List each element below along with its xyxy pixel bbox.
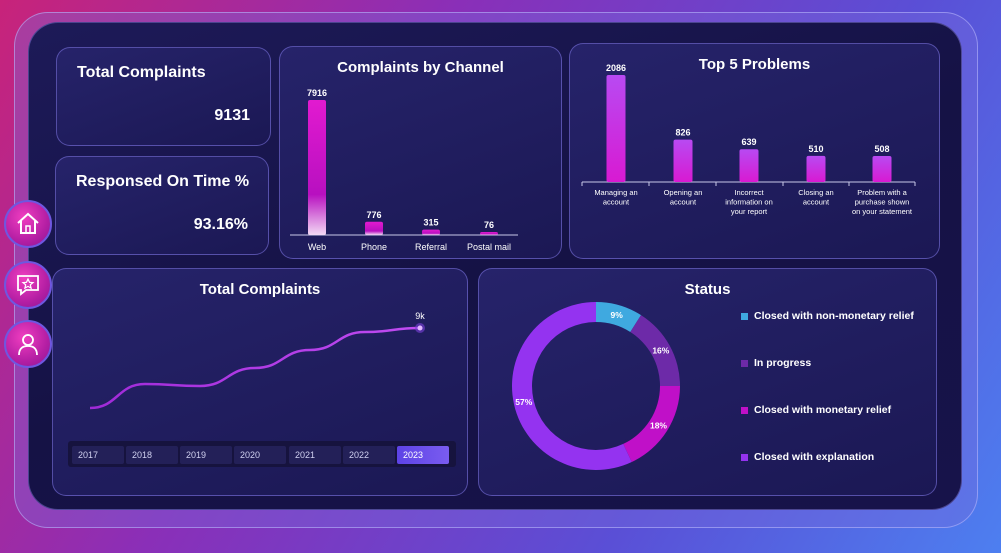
- problems-chart-title: Top 5 Problems: [698, 56, 811, 73]
- status-slice: [511, 302, 632, 470]
- kpi-total-value: 9131: [214, 107, 250, 124]
- status-legend-label: Closed with explanation: [754, 451, 875, 463]
- home-icon: [17, 212, 39, 234]
- problem-category-label: account: [803, 198, 830, 207]
- problem-category-label: information on: [725, 198, 773, 207]
- problem-data-label: 508: [874, 144, 889, 154]
- status-legend-swatch: [741, 359, 748, 367]
- problem-category-label: account: [603, 198, 630, 207]
- problem-bar: [806, 155, 826, 182]
- problem-bar: [606, 75, 626, 182]
- trend-line: [89, 326, 421, 410]
- status-legend-label: In progress: [754, 357, 812, 369]
- channel-chart-title: Complaints by Channel: [337, 59, 504, 76]
- channel-bar: [480, 232, 498, 235]
- channel-data-label: 7916: [307, 88, 327, 98]
- problem-category-label: Incorrect: [734, 188, 764, 197]
- kpi-responsed-label: Responsed On Time %: [76, 173, 250, 190]
- status-slice: [596, 302, 642, 332]
- nav-support-button[interactable]: [4, 320, 52, 368]
- problem-category-label: purchase shown: [855, 198, 910, 207]
- nav-feedback-button[interactable]: [4, 261, 52, 309]
- problem-bar: [872, 155, 892, 182]
- channel-category-label: Referral: [415, 242, 447, 252]
- status-legend-label: Closed with non-monetary relief: [754, 310, 914, 322]
- status-legend-swatch: [741, 406, 748, 414]
- status-legend-item: Closed with monetary relief: [741, 404, 891, 416]
- year-button-2020[interactable]: 2020: [234, 446, 286, 464]
- status-legend-item: Closed with explanation: [741, 451, 874, 463]
- channel-bar: [365, 221, 383, 235]
- channel-chart-card: Complaints by Channel: [279, 46, 562, 259]
- kpi-responsed-value: 93.16%: [193, 216, 248, 233]
- year-button-2023[interactable]: 2023: [397, 446, 449, 464]
- kpi-total-complaints-card: Total Complaints 9131: [56, 47, 271, 146]
- problem-data-label: 826: [675, 128, 690, 138]
- status-slice-label: 57%: [515, 397, 532, 407]
- problem-category-label: on your statement: [852, 207, 913, 216]
- problem-category-label: Opening an: [664, 188, 703, 197]
- kpi-responsed-card: Responsed On Time % 93.16%: [55, 156, 269, 255]
- channel-category-label: Phone: [361, 242, 387, 252]
- nav-home-button[interactable]: [4, 200, 52, 248]
- status-slice-label: 16%: [652, 345, 669, 355]
- status-legend-swatch: [741, 312, 748, 320]
- status-legend-swatch: [741, 453, 748, 461]
- status-slice-label: 9%: [610, 310, 623, 320]
- problem-bar: [739, 149, 759, 182]
- channel-data-label: 776: [366, 210, 381, 220]
- problem-category-label: your report: [731, 207, 768, 216]
- problem-category-label: Managing an: [594, 188, 637, 197]
- channel-bar: [422, 229, 440, 235]
- year-button-2022[interactable]: 2022: [343, 446, 395, 464]
- support-agent-icon: [18, 334, 38, 356]
- problem-data-label: 639: [741, 137, 756, 147]
- trend-last-point: [417, 325, 423, 331]
- year-button-2018[interactable]: 2018: [126, 446, 178, 464]
- problem-bar: [673, 139, 693, 182]
- problem-category-label: Problem with a: [857, 188, 907, 197]
- star-message-icon: [17, 275, 39, 296]
- channel-bar: [308, 100, 326, 235]
- channel-data-label: 76: [484, 220, 494, 230]
- problem-data-label: 510: [808, 144, 823, 154]
- status-slice-label: 18%: [650, 421, 667, 431]
- status-legend-label: Closed with monetary relief: [754, 404, 892, 416]
- channel-data-label: 315: [423, 218, 438, 228]
- channel-category-label: Postal mail: [467, 242, 511, 252]
- problem-category-label: account: [670, 198, 697, 207]
- status-chart-title: Status: [684, 281, 731, 298]
- status-slice: [623, 386, 680, 463]
- kpi-total-label: Total Complaints: [77, 64, 206, 81]
- status-legend-item: In progress: [741, 357, 811, 369]
- status-legend-item: Closed with non-monetary relief: [741, 310, 914, 322]
- channel-category-label: Web: [308, 242, 326, 252]
- trend-last-label: 9k: [415, 311, 425, 321]
- status-slice: [630, 315, 680, 386]
- problem-data-label: 2086: [606, 63, 626, 73]
- year-button-2021[interactable]: 2021: [289, 446, 341, 464]
- year-button-2017[interactable]: 2017: [72, 446, 124, 464]
- year-button-2019[interactable]: 2019: [180, 446, 232, 464]
- problem-category-label: Closing an: [798, 188, 833, 197]
- trend-chart-title: Total Complaints: [199, 281, 321, 298]
